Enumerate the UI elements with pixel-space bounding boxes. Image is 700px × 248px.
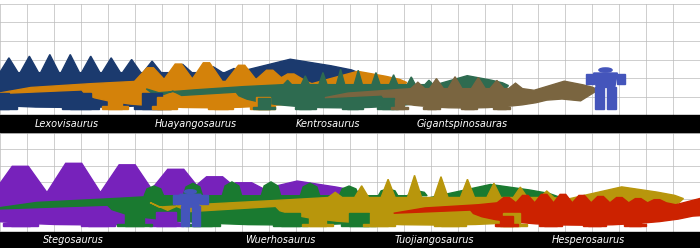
Bar (148, 223, 183, 226)
Bar (346, 98, 358, 109)
Bar (424, 107, 440, 109)
Bar (250, 106, 275, 109)
Bar (80, 223, 116, 226)
Bar (341, 223, 377, 226)
Bar (142, 93, 162, 109)
Bar (62, 106, 99, 109)
Ellipse shape (185, 190, 196, 193)
Bar (363, 224, 395, 226)
Bar (370, 214, 388, 226)
Bar (158, 97, 172, 109)
Bar (193, 206, 200, 226)
Bar (434, 224, 466, 226)
Bar (88, 212, 108, 226)
Bar (0, 133, 700, 232)
Bar (134, 106, 171, 109)
Polygon shape (393, 194, 700, 225)
Bar (461, 107, 477, 109)
Bar (503, 214, 520, 226)
Bar (544, 216, 556, 226)
Bar (108, 97, 122, 109)
Bar (173, 195, 181, 204)
Polygon shape (0, 63, 407, 108)
Bar (0, 93, 9, 109)
Bar (624, 224, 646, 226)
Polygon shape (0, 182, 559, 225)
Bar (496, 224, 527, 226)
Bar (382, 98, 393, 109)
Polygon shape (0, 163, 365, 225)
Text: Stegosaurus: Stegosaurus (43, 235, 104, 245)
Bar (214, 97, 228, 109)
Text: Gigantspinosauras: Gigantspinosauras (416, 119, 508, 129)
Bar (256, 97, 270, 109)
Bar (295, 107, 316, 109)
Bar (125, 213, 144, 226)
Bar (464, 100, 474, 109)
Bar (281, 213, 300, 226)
Bar (349, 213, 369, 226)
Bar (441, 214, 458, 226)
Bar (0, 106, 17, 109)
Bar (588, 216, 601, 226)
Bar (629, 216, 641, 226)
Text: Tuojiangosaurus: Tuojiangosaurus (394, 235, 474, 245)
Text: Huayangosaurus: Huayangosaurus (155, 119, 237, 129)
Bar (156, 212, 176, 226)
Bar (0, 115, 700, 132)
Bar (117, 223, 152, 226)
Bar (497, 100, 506, 109)
Bar (102, 106, 128, 109)
Polygon shape (150, 175, 683, 225)
Bar (258, 98, 270, 109)
Bar (583, 224, 606, 226)
Bar (586, 74, 594, 84)
Bar (427, 100, 437, 109)
Polygon shape (180, 194, 201, 207)
Bar (70, 93, 91, 109)
Bar (391, 107, 407, 109)
Polygon shape (325, 77, 597, 108)
Bar (309, 214, 326, 226)
Bar (10, 212, 30, 226)
Bar (395, 100, 404, 109)
Polygon shape (0, 55, 362, 108)
Bar (0, 232, 700, 248)
Bar (193, 213, 212, 226)
Bar (208, 106, 233, 109)
Bar (253, 107, 274, 109)
Text: Wuerhosaurus: Wuerhosaurus (245, 235, 315, 245)
Bar (302, 224, 333, 226)
Bar (200, 195, 208, 204)
Bar (0, 4, 700, 115)
Bar (377, 107, 398, 109)
Bar (181, 206, 188, 226)
Bar (539, 224, 561, 226)
Polygon shape (146, 69, 508, 108)
Polygon shape (594, 73, 617, 87)
Bar (494, 107, 510, 109)
Ellipse shape (599, 68, 612, 72)
Bar (300, 98, 312, 109)
Bar (273, 223, 308, 226)
Bar (342, 107, 363, 109)
Text: Lexovisaurus: Lexovisaurus (34, 119, 99, 129)
Bar (500, 216, 513, 226)
Bar (495, 224, 518, 226)
Bar (185, 223, 220, 226)
Bar (608, 87, 616, 109)
Text: Hesperosaurus: Hesperosaurus (552, 235, 624, 245)
Bar (152, 106, 177, 109)
Text: Kentrosaurus: Kentrosaurus (295, 119, 360, 129)
Bar (617, 74, 625, 84)
Bar (3, 223, 38, 226)
Bar (595, 87, 603, 109)
